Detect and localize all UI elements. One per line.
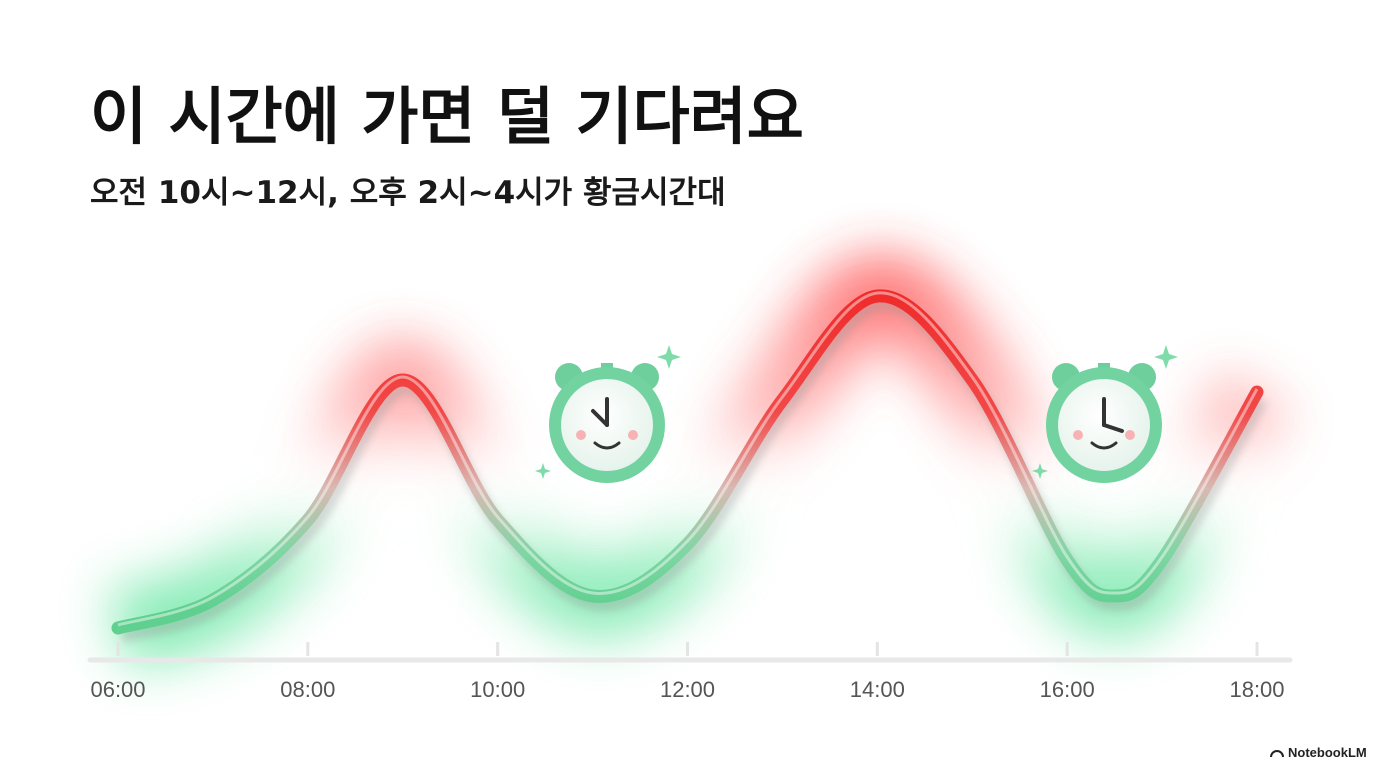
x-tick-label: 16:00 [1040, 677, 1095, 702]
chart-title: 이 시간에 가면 덜 기다려요 [90, 80, 804, 153]
x-tick-label: 08:00 [280, 677, 335, 702]
clock-icon [535, 345, 681, 483]
clock-icon [1032, 345, 1178, 483]
chart-subtitle: 오전 10시~12시, 오후 2시~4시가 황금시간대 [90, 175, 726, 211]
line [111, 289, 1264, 635]
x-tick-label: 18:00 [1229, 677, 1284, 702]
x-tick-label: 12:00 [660, 677, 715, 702]
watermark-text: NotebookLM [1288, 745, 1367, 760]
x-tick-label: 10:00 [470, 677, 525, 702]
line-highlight [117, 291, 1259, 627]
line-shadow [120, 296, 1268, 643]
x-tick-label: 14:00 [850, 677, 905, 702]
x-tick-label: 06:00 [90, 677, 145, 702]
watermark: NotebookLM [1270, 745, 1367, 760]
